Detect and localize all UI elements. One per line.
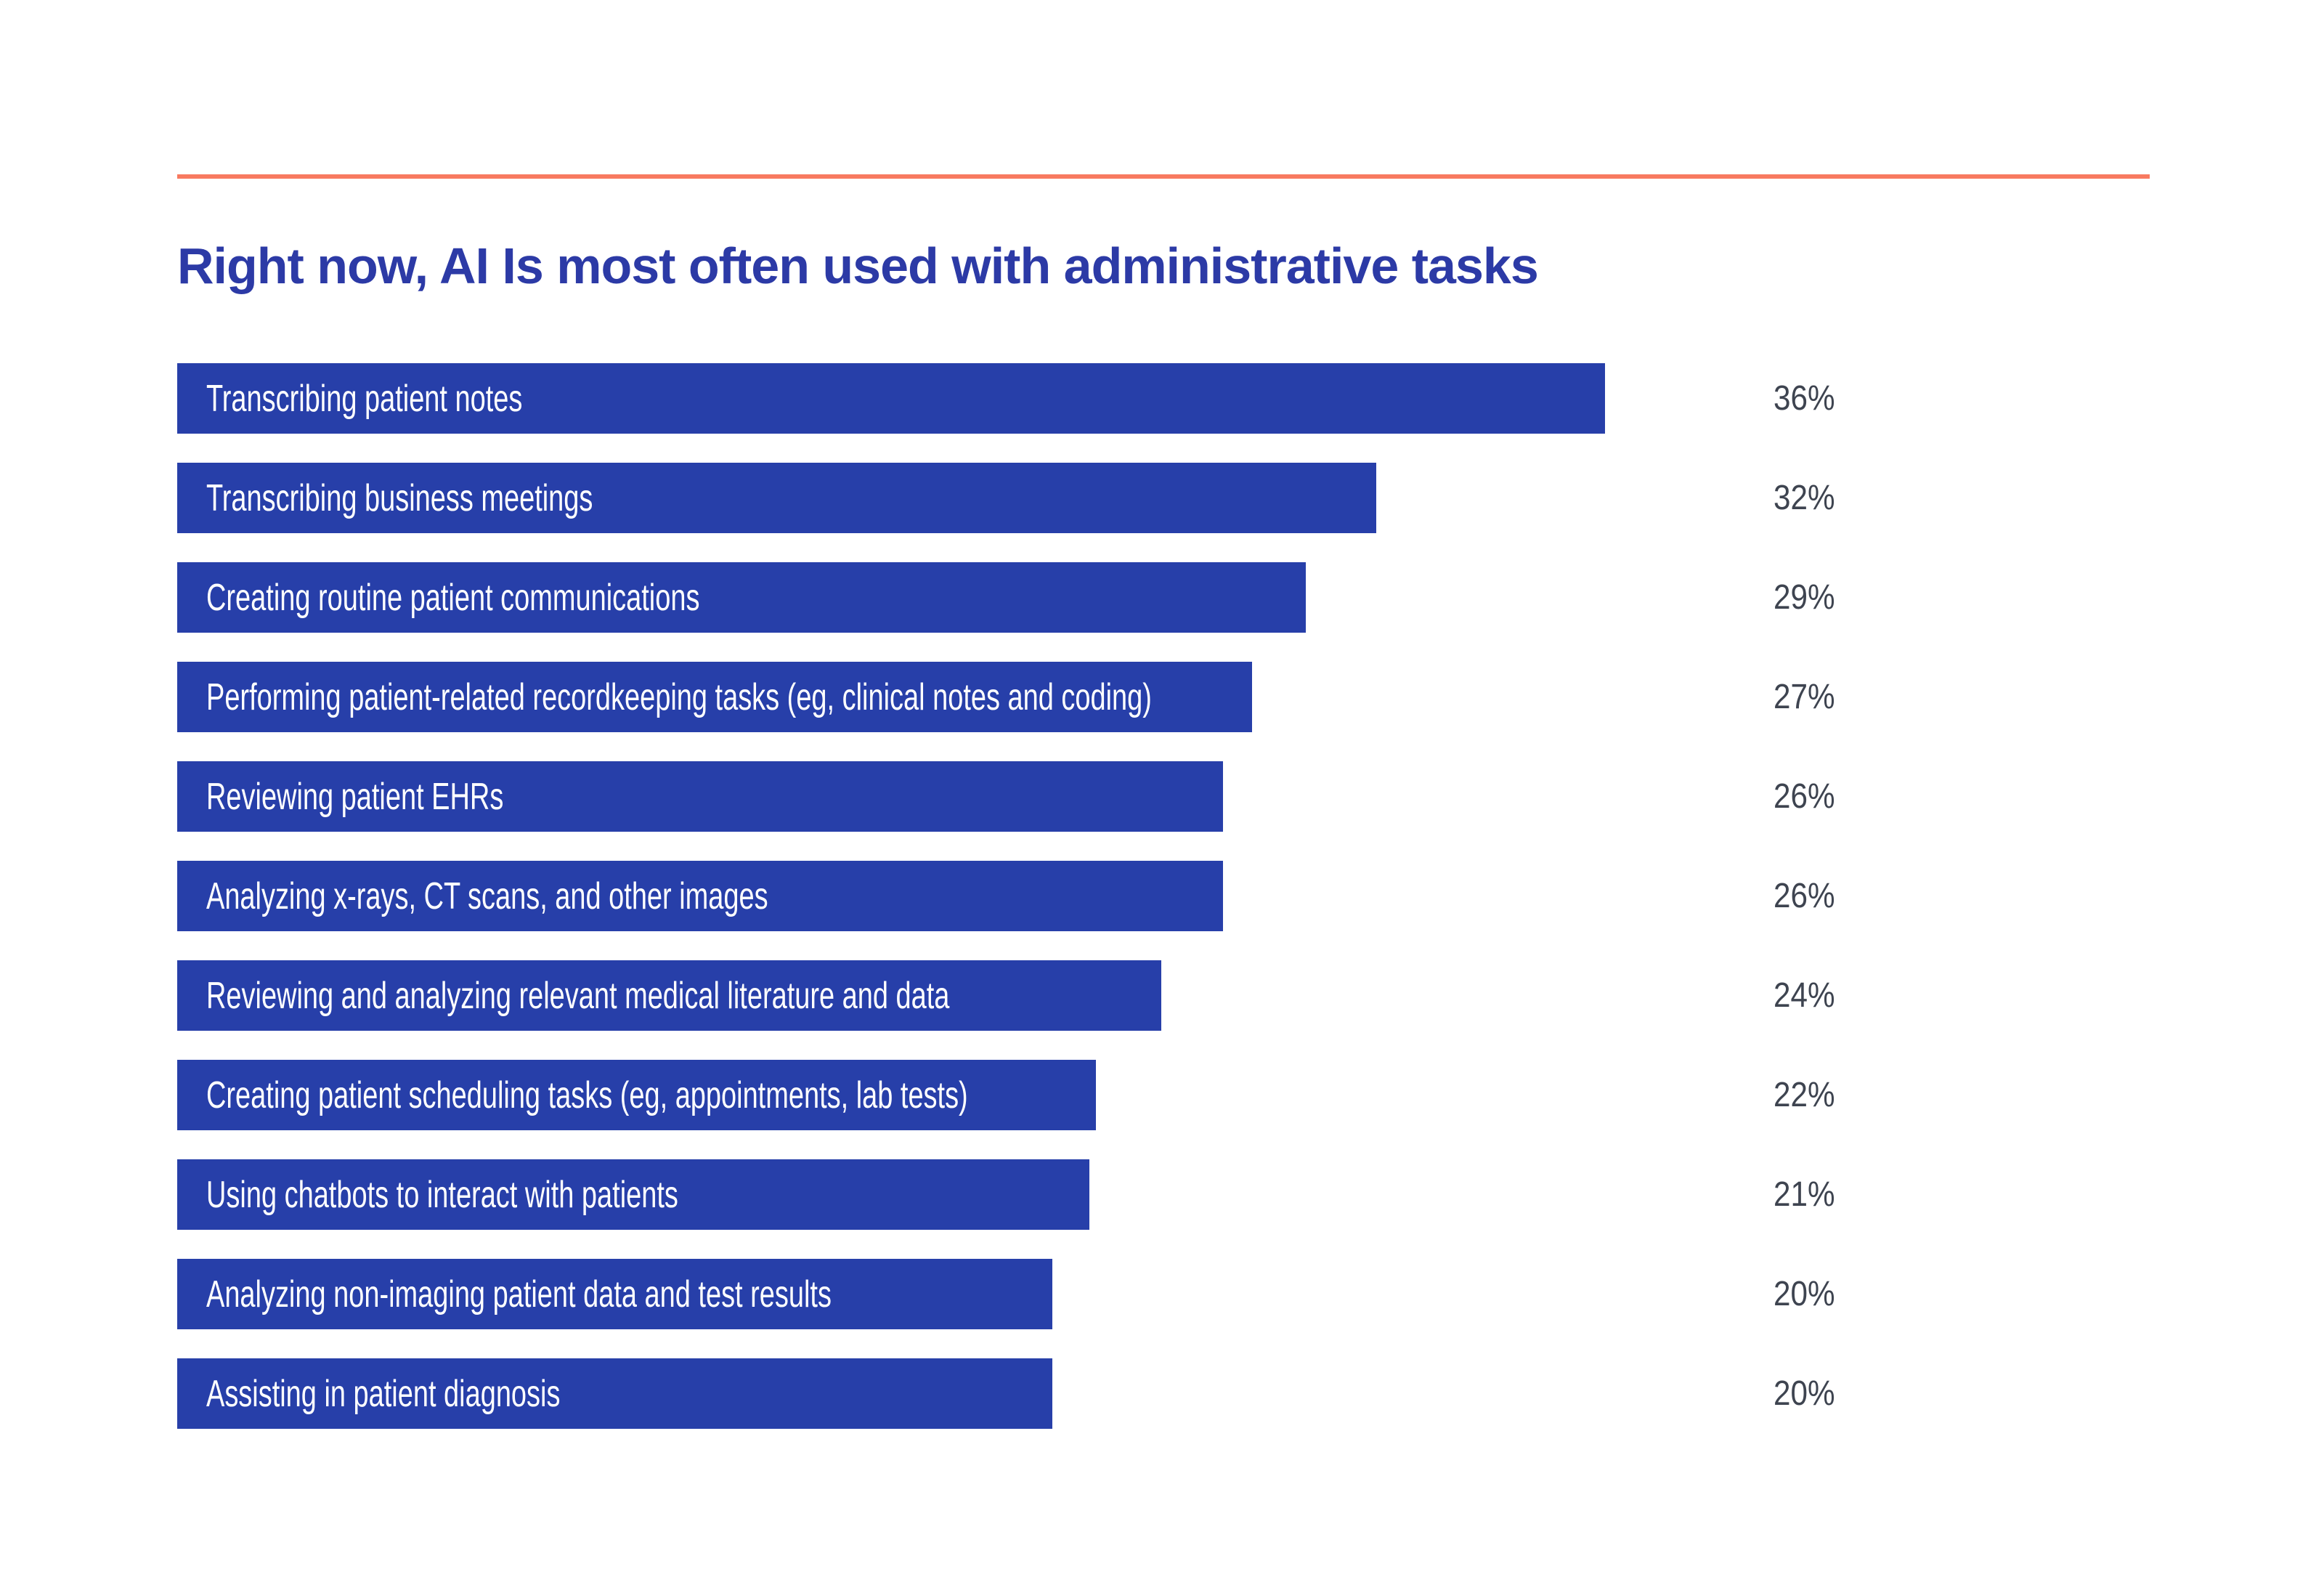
bar-value-label: 22% bbox=[1774, 1060, 1843, 1130]
bar-label: Analyzing non-imaging patient data and t… bbox=[206, 1273, 832, 1315]
bar-label: Performing patient-related recordkeeping… bbox=[206, 676, 1152, 718]
bar-row: Analyzing x-rays, CT scans, and other im… bbox=[177, 861, 2150, 931]
bar-row: Reviewing and analyzing relevant medical… bbox=[177, 960, 2150, 1031]
bar-chart: Transcribing patient notes Transcribing … bbox=[177, 363, 2150, 1458]
bar-row: Analyzing non-imaging patient data and t… bbox=[177, 1259, 2150, 1329]
bar-row: Assisting in patient diagnosis Assisting… bbox=[177, 1358, 2150, 1429]
bar-value-label: 27% bbox=[1774, 662, 1843, 732]
bar-value-text: 20% bbox=[1774, 1275, 1835, 1313]
bar-value-text: 32% bbox=[1774, 479, 1835, 517]
bar-value-text: 26% bbox=[1774, 877, 1835, 915]
bar-row: Using chatbots to interact with patients… bbox=[177, 1159, 2150, 1230]
bar-value-label: 32% bbox=[1774, 463, 1843, 533]
bar-row: Transcribing patient notes Transcribing … bbox=[177, 363, 2150, 434]
bar: Transcribing business meetings bbox=[177, 463, 1376, 533]
bar-value-label: 29% bbox=[1774, 562, 1843, 633]
bar-label: Reviewing and analyzing relevant medical… bbox=[206, 974, 950, 1017]
bar-value-label: 26% bbox=[1774, 861, 1843, 931]
bar-row: Creating patient scheduling tasks (eg, a… bbox=[177, 1060, 2150, 1130]
bar: Analyzing non-imaging patient data and t… bbox=[177, 1259, 1052, 1329]
bar-value-text: 36% bbox=[1774, 379, 1835, 418]
bar-label: Using chatbots to interact with patients bbox=[206, 1173, 678, 1216]
bar-value-label: 20% bbox=[1774, 1259, 1843, 1329]
bar: Using chatbots to interact with patients bbox=[177, 1159, 1089, 1230]
bar-value-text: 27% bbox=[1774, 678, 1835, 716]
bar: Performing patient-related recordkeeping… bbox=[177, 662, 1252, 732]
bar: Creating routine patient communications bbox=[177, 562, 1306, 633]
bar-value-text: 24% bbox=[1774, 976, 1835, 1015]
bar-row: Transcribing business meetings Transcrib… bbox=[177, 463, 2150, 533]
bar-value-text: 26% bbox=[1774, 777, 1835, 816]
bar: Creating patient scheduling tasks (eg, a… bbox=[177, 1060, 1096, 1130]
bar-row: Creating routine patient communications … bbox=[177, 562, 2150, 633]
bar-value-text: 22% bbox=[1774, 1076, 1835, 1114]
bar-value-label: 21% bbox=[1774, 1159, 1843, 1230]
bar-label: Transcribing business meetings bbox=[206, 477, 593, 519]
bar: Reviewing patient EHRs bbox=[177, 761, 1223, 832]
bar: Transcribing patient notes bbox=[177, 363, 1605, 434]
bar-value-label: 26% bbox=[1774, 761, 1843, 832]
bar-label: Analyzing x-rays, CT scans, and other im… bbox=[206, 875, 768, 917]
bar-value-text: 21% bbox=[1774, 1175, 1835, 1214]
bar-label: Assisting in patient diagnosis bbox=[206, 1372, 561, 1415]
bar-value-label: 20% bbox=[1774, 1358, 1843, 1429]
bar-value-label: 24% bbox=[1774, 960, 1843, 1031]
bar-label: Creating routine patient communications bbox=[206, 576, 700, 619]
accent-rule bbox=[177, 174, 2150, 179]
bar-row: Reviewing patient EHRs Reviewing patient… bbox=[177, 761, 2150, 832]
bar: Assisting in patient diagnosis bbox=[177, 1358, 1052, 1429]
bar-row: Performing patient-related recordkeeping… bbox=[177, 662, 2150, 732]
bar-value-text: 20% bbox=[1774, 1374, 1835, 1413]
bar-label: Transcribing patient notes bbox=[206, 377, 523, 420]
bar-label: Creating patient scheduling tasks (eg, a… bbox=[206, 1074, 968, 1116]
chart-title: Right now, AI Is most often used with ad… bbox=[177, 237, 1539, 294]
bar-value-text: 29% bbox=[1774, 578, 1835, 617]
bar-label: Reviewing patient EHRs bbox=[206, 775, 504, 818]
bar: Reviewing and analyzing relevant medical… bbox=[177, 960, 1161, 1031]
bar: Analyzing x-rays, CT scans, and other im… bbox=[177, 861, 1223, 931]
bar-value-label: 36% bbox=[1774, 363, 1843, 434]
